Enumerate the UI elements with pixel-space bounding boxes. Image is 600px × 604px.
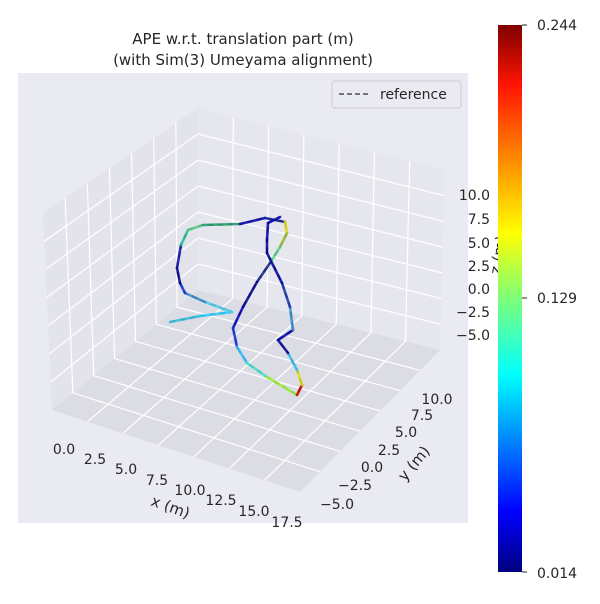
estimate-trajectory-segment [198, 310, 234, 318]
grid-line [45, 159, 444, 270]
grid-line [86, 182, 341, 453]
grid-line [50, 263, 441, 383]
estimate-trajectory-segment [295, 368, 304, 387]
colorbar-max-label: 0.244 [537, 18, 577, 34]
trajectory [168, 215, 304, 397]
estimate-trajectory-segment [168, 314, 202, 324]
grid-line [64, 197, 321, 473]
grid-lines [43, 116, 445, 481]
x-tick-label: 7.5 [146, 473, 168, 489]
estimate-trajectory-segment [276, 328, 295, 342]
y-tick-label: 7.5 [411, 408, 433, 424]
estimate-trajectory-segment [286, 351, 299, 372]
legend: reference [331, 80, 462, 109]
colorbar-gradient [498, 25, 522, 572]
estimate-trajectory-segment [283, 220, 289, 235]
x-tick-label: 17.5 [271, 515, 302, 531]
y-tick-label: −2.5 [338, 478, 372, 494]
estimate-trajectory-segment [231, 305, 245, 330]
estimate-trajectory-segment [276, 338, 290, 355]
estimate-trajectory-segment [280, 281, 292, 309]
estimate-trajectory-segment [179, 228, 190, 247]
estimate-trajectory-segment [183, 291, 207, 304]
estimate-trajectory-segment [235, 345, 249, 365]
z-tick-label: 5.0 [468, 236, 490, 252]
estimate-trajectory-segment [295, 383, 304, 397]
grid-line [47, 211, 443, 327]
grid-line [264, 161, 411, 481]
z-tick-label: −5.0 [456, 328, 490, 344]
z-tick-label: 7.5 [468, 212, 490, 228]
y-tick-label: 5.0 [395, 425, 417, 441]
floor-pane [52, 290, 440, 492]
grid-line [157, 134, 305, 446]
estimate-trajectory-segment [238, 216, 267, 226]
estimate-trajectory-segment [245, 361, 269, 379]
z-tick-label: 0.0 [468, 282, 490, 298]
colorbar: 0.244 0.129 0.014 [498, 18, 577, 582]
left-pane [43, 108, 198, 410]
grid-line [43, 133, 445, 242]
chart-title-line1: APE w.r.t. translation part (m) [132, 30, 353, 48]
z-tick-label: 10.0 [459, 188, 490, 204]
grid-line [108, 167, 361, 432]
x-tick-label: 12.5 [205, 493, 236, 509]
colorbar-min-label: 0.014 [537, 566, 577, 582]
chart-title-line2: (with Sim(3) Umeyama alignment) [113, 51, 373, 69]
x-tick-label: 2.5 [84, 452, 106, 468]
y-tick-label: −5.0 [320, 497, 354, 513]
estimate-trajectory-segment [265, 221, 270, 242]
axes-panes [43, 108, 445, 492]
estimate-trajectory-segment [265, 251, 284, 285]
grid-line [175, 122, 421, 371]
tick-labels: 0.02.55.07.510.012.515.017.5−5.0−2.50.02… [53, 188, 511, 531]
grid-line [122, 125, 270, 434]
grid-line [153, 137, 401, 392]
estimate-trajectory-segment [201, 222, 242, 227]
estimate-trajectory-segment [175, 243, 183, 270]
y-tick-label: 2.5 [378, 443, 400, 459]
y-tick-label: 10.0 [421, 392, 452, 408]
estimate-trajectory-segment [186, 223, 205, 232]
x-tick-label: 5.0 [115, 462, 137, 478]
y-tick-label: 0.0 [361, 460, 383, 476]
estimate-trajectory-segment [231, 326, 239, 349]
grid-line [49, 237, 442, 355]
x-tick-label: 15.0 [238, 504, 269, 520]
estimate-trajectory-segment [255, 261, 272, 284]
z-tick-label: 2.5 [468, 259, 490, 275]
grid-line [46, 185, 444, 298]
colorbar-mid-label: 0.129 [537, 291, 577, 307]
estimate-trajectory-segment [241, 280, 259, 309]
z-tick-label: −2.5 [456, 305, 490, 321]
estimate-trajectory-segment [265, 375, 299, 397]
estimate-trajectory-segment [266, 215, 282, 225]
estimate-trajectory-segment [278, 231, 289, 249]
estimate-trajectory-segment [203, 300, 234, 314]
legend-box [331, 80, 462, 109]
grid-line [130, 152, 381, 412]
estimate-trajectory-segment [178, 281, 187, 295]
estimate-trajectory-segment [288, 305, 295, 332]
estimate-trajectory-segment [175, 266, 182, 285]
grid-line [87, 116, 234, 423]
back-pane [198, 108, 445, 350]
grid-line [193, 143, 340, 458]
grid-line [228, 152, 376, 470]
x-tick-label: 10.0 [174, 483, 205, 499]
x-tick-label: 0.0 [53, 442, 75, 458]
legend-label-reference: reference [380, 87, 447, 103]
